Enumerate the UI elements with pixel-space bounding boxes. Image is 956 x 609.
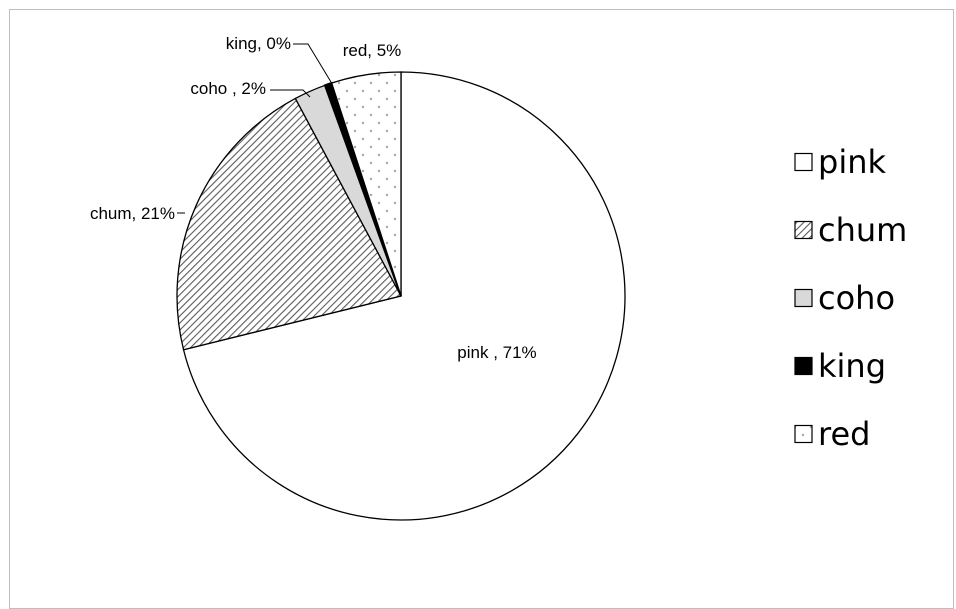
pie-slice-pink [182, 71, 626, 521]
data-label-king: king, 0% [226, 34, 291, 53]
legend-label-pink: pink [818, 143, 886, 181]
pie-slice-red [330, 71, 402, 297]
leader-line-coho [270, 89, 311, 98]
legend-swatch-chum [794, 220, 813, 240]
data-label-red: red, 5% [343, 41, 402, 60]
data-label-pink: pink , 71% [457, 343, 536, 362]
leader-line-king [293, 43, 332, 83]
legend-swatch-coho [794, 288, 813, 308]
leader-lines [177, 43, 332, 214]
legend-label-red: red [818, 415, 870, 453]
pie-slice-chum [176, 97, 402, 351]
legend-label-king: king [818, 347, 886, 385]
legend-swatch-red [794, 424, 813, 444]
legend-swatch-pink [794, 152, 813, 172]
legend-swatch-king [794, 356, 813, 376]
legend-label-chum: chum [818, 211, 907, 249]
data-label-chum: chum, 21% [90, 204, 175, 223]
data-label-coho: coho , 2% [190, 79, 266, 98]
legend: pink chum coho king red [794, 143, 907, 453]
data-labels: pink , 71% chum, 21% coho , 2% king, 0% red,… [90, 34, 537, 362]
legend-label-coho: coho [818, 279, 895, 317]
pie-chart: pink , 71% chum, 21% coho , 2% king, 0% red,… [90, 34, 907, 521]
pie-slices [176, 71, 626, 521]
